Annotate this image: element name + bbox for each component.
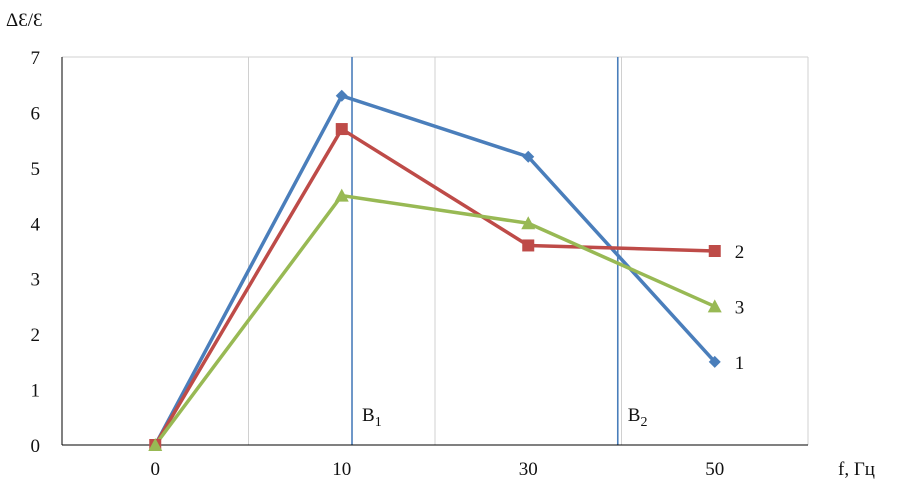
data-point: [708, 245, 721, 257]
x-tick-label: 30: [519, 459, 538, 480]
series-lines: [153, 94, 717, 447]
data-point: [335, 89, 348, 102]
data-point: [335, 123, 348, 136]
series-label: 3: [735, 297, 745, 318]
y-tick-label: 3: [31, 270, 41, 291]
x-tick-label: 50: [705, 459, 724, 480]
reference-line-label: B2: [628, 405, 648, 430]
y-tick-labels: 0 1 2 3 4 5 6 7: [31, 48, 41, 457]
y-axis-title: ΔƐ/Ɛ: [6, 10, 43, 31]
series-line: [153, 94, 717, 446]
x-tick-label: 0: [151, 459, 161, 480]
data-point: [522, 150, 535, 163]
axes: [61, 57, 808, 446]
y-tick-label: 5: [31, 159, 41, 180]
y-tick-label: 2: [31, 325, 41, 346]
data-point: [707, 299, 722, 313]
y-tick-label: 4: [31, 214, 41, 235]
grid: [62, 56, 809, 445]
series-line: [153, 193, 716, 447]
reference-line-label: B1: [362, 405, 382, 430]
y-tick-label: 7: [31, 48, 41, 69]
data-point: [522, 239, 535, 252]
series-label: 1: [735, 353, 745, 374]
data-point: [521, 216, 536, 230]
series-labels: 1 2 3: [735, 242, 745, 374]
data-point: [708, 355, 721, 368]
y-tick-label: 0: [31, 436, 41, 457]
data-point: [148, 438, 163, 451]
x-axis-title: f, Гц: [838, 459, 875, 480]
series-line: [153, 127, 715, 446]
y-tick-label: 6: [31, 103, 41, 124]
x-tick-labels: 0 10 30 50: [151, 459, 725, 480]
data-point: [334, 188, 349, 202]
series-points: [148, 89, 722, 451]
x-tick-label: 10: [332, 459, 351, 480]
y-tick-label: 1: [31, 381, 41, 402]
series-label: 2: [735, 242, 745, 263]
